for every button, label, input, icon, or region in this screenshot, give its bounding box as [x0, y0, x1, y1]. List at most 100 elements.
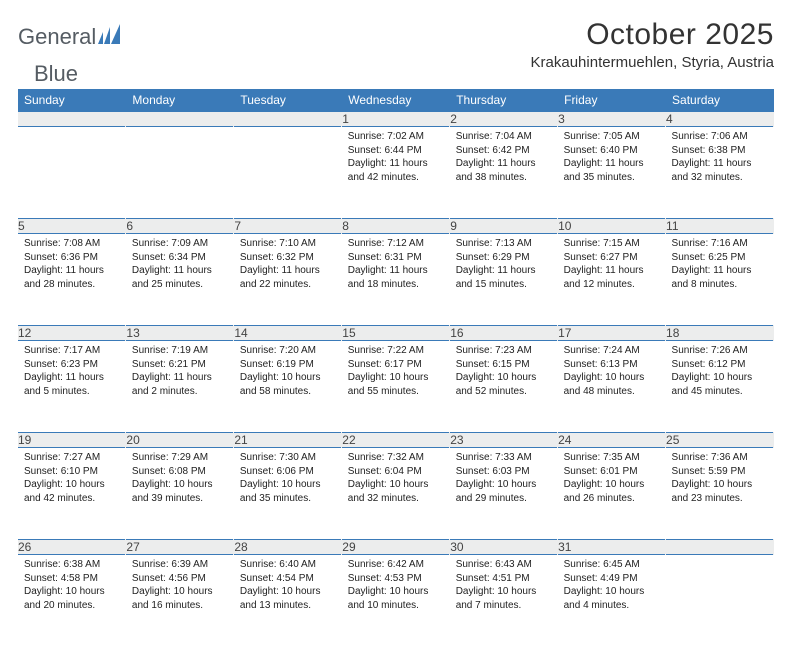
day-number: 22: [342, 433, 450, 448]
day-number: 25: [666, 433, 774, 448]
day-cell: Sunrise: 7:04 AMSunset: 6:42 PMDaylight:…: [450, 127, 558, 219]
day-number: [126, 112, 234, 127]
daylight-line: Daylight: 10 hours and 48 minutes.: [564, 371, 660, 398]
day-number: 17: [558, 326, 666, 341]
sunrise-line: Sunrise: 7:05 AM: [564, 130, 660, 144]
day-number: 3: [558, 112, 666, 127]
sunset-line: Sunset: 6:06 PM: [240, 465, 336, 479]
week-content-row: Sunrise: 7:17 AMSunset: 6:23 PMDaylight:…: [18, 341, 774, 433]
sunset-line: Sunset: 6:12 PM: [672, 358, 768, 372]
day-number: 23: [450, 433, 558, 448]
day-cell-content: Sunrise: 6:43 AMSunset: 4:51 PMDaylight:…: [450, 555, 558, 618]
day-cell-content: Sunrise: 6:40 AMSunset: 4:54 PMDaylight:…: [234, 555, 342, 618]
daylight-line: Daylight: 11 hours and 22 minutes.: [240, 264, 336, 291]
calendar-page: General October 2025 Krakauhintermuehlen…: [0, 0, 792, 647]
sunrise-line: Sunrise: 7:08 AM: [24, 237, 120, 251]
sunset-line: Sunset: 6:40 PM: [564, 144, 660, 158]
sunset-line: Sunset: 6:13 PM: [564, 358, 660, 372]
sunset-line: Sunset: 6:04 PM: [348, 465, 444, 479]
sunrise-line: Sunrise: 7:13 AM: [456, 237, 552, 251]
sunrise-line: Sunrise: 7:19 AM: [132, 344, 228, 358]
brand-word2: Blue: [34, 63, 78, 85]
day-cell: Sunrise: 7:02 AMSunset: 6:44 PMDaylight:…: [342, 127, 450, 219]
day-number: 29: [342, 540, 450, 555]
day-cell: Sunrise: 6:45 AMSunset: 4:49 PMDaylight:…: [558, 555, 666, 647]
calendar-head: SundayMondayTuesdayWednesdayThursdayFrid…: [18, 89, 774, 112]
day-cell: Sunrise: 7:15 AMSunset: 6:27 PMDaylight:…: [558, 234, 666, 326]
sunset-line: Sunset: 4:54 PM: [240, 572, 336, 586]
day-cell: Sunrise: 6:39 AMSunset: 4:56 PMDaylight:…: [126, 555, 234, 647]
day-cell-content: Sunrise: 7:05 AMSunset: 6:40 PMDaylight:…: [558, 127, 666, 190]
sunrise-line: Sunrise: 7:17 AM: [24, 344, 120, 358]
sunrise-line: Sunrise: 6:43 AM: [456, 558, 552, 572]
day-cell-content: Sunrise: 7:30 AMSunset: 6:06 PMDaylight:…: [234, 448, 342, 511]
day-cell-content: Sunrise: 7:27 AMSunset: 6:10 PMDaylight:…: [18, 448, 126, 511]
sunrise-line: Sunrise: 7:35 AM: [564, 451, 660, 465]
daylight-line: Daylight: 10 hours and 16 minutes.: [132, 585, 228, 612]
daylight-line: Daylight: 10 hours and 23 minutes.: [672, 478, 768, 505]
sunset-line: Sunset: 4:49 PM: [564, 572, 660, 586]
day-number: 30: [450, 540, 558, 555]
sunrise-line: Sunrise: 7:15 AM: [564, 237, 660, 251]
sunset-line: Sunset: 6:19 PM: [240, 358, 336, 372]
week-daynum-row: 567891011: [18, 219, 774, 234]
day-number: 6: [126, 219, 234, 234]
daylight-line: Daylight: 10 hours and 58 minutes.: [240, 371, 336, 398]
day-cell: Sunrise: 7:19 AMSunset: 6:21 PMDaylight:…: [126, 341, 234, 433]
day-cell: Sunrise: 7:32 AMSunset: 6:04 PMDaylight:…: [342, 448, 450, 540]
day-cell-content: Sunrise: 7:02 AMSunset: 6:44 PMDaylight:…: [342, 127, 450, 190]
sunset-line: Sunset: 6:36 PM: [24, 251, 120, 265]
location: Krakauhintermuehlen, Styria, Austria: [531, 54, 774, 71]
day-cell: Sunrise: 7:10 AMSunset: 6:32 PMDaylight:…: [234, 234, 342, 326]
day-number: [18, 112, 126, 127]
day-number: 13: [126, 326, 234, 341]
day-cell: Sunrise: 6:43 AMSunset: 4:51 PMDaylight:…: [450, 555, 558, 647]
brand-logo: General: [18, 18, 124, 49]
sunrise-line: Sunrise: 7:12 AM: [348, 237, 444, 251]
day-cell: Sunrise: 7:29 AMSunset: 6:08 PMDaylight:…: [126, 448, 234, 540]
daylight-line: Daylight: 11 hours and 2 minutes.: [132, 371, 228, 398]
weekday-header: Tuesday: [234, 89, 342, 112]
sunset-line: Sunset: 6:01 PM: [564, 465, 660, 479]
day-number: 24: [558, 433, 666, 448]
sunrise-line: Sunrise: 7:29 AM: [132, 451, 228, 465]
sunset-line: Sunset: 6:44 PM: [348, 144, 444, 158]
day-cell: Sunrise: 7:30 AMSunset: 6:06 PMDaylight:…: [234, 448, 342, 540]
day-cell: Sunrise: 7:17 AMSunset: 6:23 PMDaylight:…: [18, 341, 126, 433]
daylight-line: Daylight: 10 hours and 45 minutes.: [672, 371, 768, 398]
sunset-line: Sunset: 6:21 PM: [132, 358, 228, 372]
day-number: 19: [18, 433, 126, 448]
sunset-line: Sunset: 6:10 PM: [24, 465, 120, 479]
day-number: 14: [234, 326, 342, 341]
day-number: 7: [234, 219, 342, 234]
day-number: 28: [234, 540, 342, 555]
day-cell-content: Sunrise: 7:33 AMSunset: 6:03 PMDaylight:…: [450, 448, 558, 511]
sunset-line: Sunset: 5:59 PM: [672, 465, 768, 479]
day-number: 2: [450, 112, 558, 127]
weekday-header: Friday: [558, 89, 666, 112]
daylight-line: Daylight: 11 hours and 18 minutes.: [348, 264, 444, 291]
daylight-line: Daylight: 11 hours and 38 minutes.: [456, 157, 552, 184]
sunset-line: Sunset: 6:25 PM: [672, 251, 768, 265]
sunrise-line: Sunrise: 7:33 AM: [456, 451, 552, 465]
day-cell-content: Sunrise: 7:04 AMSunset: 6:42 PMDaylight:…: [450, 127, 558, 190]
sunrise-line: Sunrise: 7:06 AM: [672, 130, 768, 144]
day-number: 4: [666, 112, 774, 127]
day-cell-content: Sunrise: 7:09 AMSunset: 6:34 PMDaylight:…: [126, 234, 234, 297]
sunset-line: Sunset: 4:51 PM: [456, 572, 552, 586]
day-cell-content: Sunrise: 7:10 AMSunset: 6:32 PMDaylight:…: [234, 234, 342, 297]
day-cell: Sunrise: 7:13 AMSunset: 6:29 PMDaylight:…: [450, 234, 558, 326]
calendar-body: 12 34 Sunrise: 7:02 AMSunset: 6:44 PMDayli…: [18, 112, 774, 647]
weekday-header: Saturday: [666, 89, 774, 112]
day-number: 11: [666, 219, 774, 234]
day-cell: Sunrise: 7:36 AMSunset: 5:59 PMDaylight:…: [666, 448, 774, 540]
sunrise-line: Sunrise: 7:27 AM: [24, 451, 120, 465]
calendar-table: SundayMondayTuesdayWednesdayThursdayFrid…: [18, 89, 774, 647]
daylight-line: Daylight: 10 hours and 10 minutes.: [348, 585, 444, 612]
day-number: 12: [18, 326, 126, 341]
daylight-line: Daylight: 10 hours and 4 minutes.: [564, 585, 660, 612]
day-number: 5: [18, 219, 126, 234]
day-cell-content: Sunrise: 6:42 AMSunset: 4:53 PMDaylight:…: [342, 555, 450, 618]
daylight-line: Daylight: 11 hours and 42 minutes.: [348, 157, 444, 184]
brand-word1: General: [18, 26, 96, 48]
